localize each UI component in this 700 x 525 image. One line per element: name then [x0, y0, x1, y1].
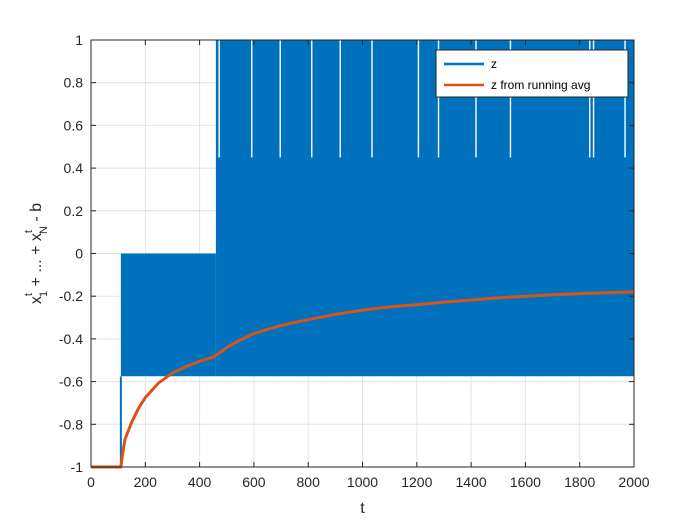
y-label-x1-sub: 1 — [38, 291, 50, 297]
x-tick-label: 2000 — [618, 474, 649, 490]
legend: z z from running avg — [435, 49, 629, 98]
running-avg-line — [91, 290, 635, 469]
x-tick-label: 400 — [188, 474, 212, 490]
y-tick-label: -0.2 — [59, 288, 83, 304]
y-label-xN-sup: t — [23, 230, 35, 233]
x-tick-label: 1800 — [564, 474, 595, 490]
legend-box — [435, 49, 629, 98]
y-tick-label: 0.6 — [64, 117, 84, 133]
y-label-xN-sub: N — [38, 226, 50, 234]
series-z — [91, 40, 634, 469]
axis-ticks: 0 200 400 600 800 1000 1200 1400 1600 1800 2000 -1 -… — [59, 32, 650, 490]
y-tick-label: 1 — [75, 32, 83, 48]
z-band — [120, 253, 216, 377]
y-tick-label: -0.6 — [59, 374, 83, 390]
x-tick-label: 200 — [134, 474, 158, 490]
x-tick-label: 1600 — [510, 474, 541, 490]
x-tick-label: 1400 — [456, 474, 487, 490]
y-tick-label: 0 — [75, 246, 83, 262]
x-tick-label: 800 — [297, 474, 321, 490]
y-tick-label: 0.2 — [64, 203, 84, 219]
y-axis-label: xt 1 + ... + xt N - b — [23, 203, 50, 304]
x-axis-label: t — [360, 500, 365, 517]
y-label-x1-sup: t — [23, 293, 35, 296]
y-tick-label: 0.8 — [64, 75, 84, 91]
x-tick-label: 1200 — [401, 474, 432, 490]
legend-label-z: z — [491, 57, 497, 71]
x-tick-label: 0 — [87, 474, 95, 490]
x-tick-label: 1000 — [347, 474, 378, 490]
y-label-xN: x — [28, 233, 45, 241]
x-tick-label: 600 — [242, 474, 266, 490]
series-z-running-avg — [91, 290, 635, 469]
y-tick-label: -0.8 — [59, 416, 83, 432]
y-tick-label: -0.4 — [59, 331, 83, 347]
legend-label-running-avg: z from running avg — [491, 78, 590, 92]
y-label-middle: + ... + — [28, 241, 45, 291]
y-label-x1: x — [28, 296, 45, 304]
y-tick-label: -1 — [71, 459, 84, 475]
y-label-tail: - b — [28, 203, 45, 226]
y-tick-label: 0.4 — [64, 160, 84, 176]
